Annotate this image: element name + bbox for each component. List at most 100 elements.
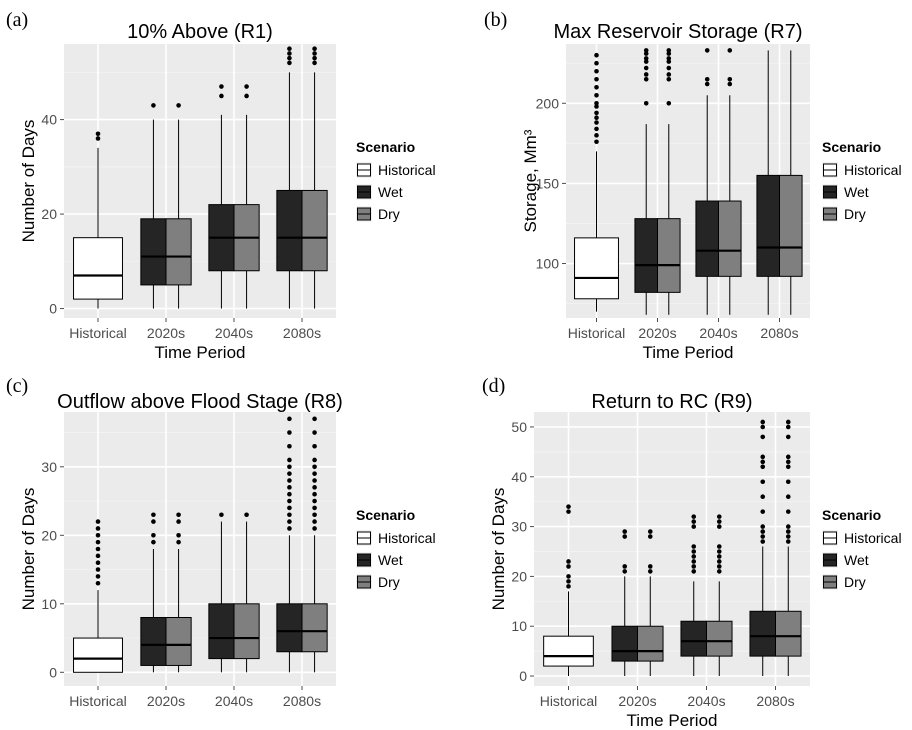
outlier-point [760,479,766,485]
outlier-point [95,539,101,545]
x-tick-label: 2020s [618,693,656,709]
box-2040s-Dry [718,48,742,315]
outlier-point [622,569,628,574]
outlier-point [95,131,101,137]
legend-label: Dry [378,574,400,590]
outlier-point [760,494,766,499]
box-2080s-Dry [301,46,328,309]
outlier-point [287,498,292,504]
outlier-point [566,574,571,579]
outlier-point [704,48,710,53]
outlier-point [594,76,599,82]
outlier-point [151,539,156,545]
outlier-point [566,509,571,514]
outlier-point [760,419,766,425]
outlier-point [95,560,101,565]
outlier-point [287,512,292,518]
y-axis-title: Number of Days [19,488,38,611]
chart-title: 10% Above (R1) [127,21,273,43]
legend-title: Scenario [356,139,415,155]
outlier-point [287,519,292,524]
legend-label: Historical [378,162,436,178]
outlier-point [312,478,317,483]
box-2040s-Dry [233,84,260,309]
box-2020s-Wet [611,529,638,677]
outlier-point [219,512,224,518]
y-tick-label: 50 [511,419,527,435]
outlier-point [176,519,181,524]
box-2080s-Dry [775,419,802,677]
box-2040s-Dry [706,514,733,677]
outlier-point [95,136,101,141]
box-iqr [695,200,719,277]
y-tick-label: 20 [511,568,527,584]
box-iqr [301,603,328,653]
y-tick-label: 0 [49,301,57,317]
x-axis-title: Time Period [154,343,245,362]
chart-title: Outflow above Flood Stage (R8) [57,391,343,413]
y-axis-title: Number of Days [19,120,38,243]
box-Historical-Historical [574,52,619,312]
outlier-point [666,59,672,64]
outlier-point [594,139,599,145]
legend-label: Historical [844,162,902,178]
outlier-point [287,491,292,497]
box-iqr [634,218,658,293]
outlier-point [691,524,697,529]
outlier-point [312,505,317,511]
outlier-point [647,529,653,534]
x-axis-title: Time Period [642,343,733,362]
box-2020s-Dry [657,48,681,315]
outlier-point [176,512,181,518]
outlier-point [691,514,697,519]
outlier-point [760,534,766,539]
outlier-point [244,512,249,518]
box-2040s-Wet [680,514,707,677]
outlier-point [785,424,791,430]
outlier-point [691,554,697,559]
outlier-point [691,569,697,574]
outlier-point [666,100,672,106]
outlier-point [647,534,653,539]
outlier-point [594,68,599,74]
x-tick-label: 2080s [756,693,794,709]
legend-label: Dry [844,206,866,222]
x-tick-label: 2020s [147,693,185,709]
outlier-point [594,100,599,106]
outlier-point [244,93,249,99]
outlier-point [566,579,571,584]
y-tick-label: 10 [511,618,527,634]
box-iqr [637,625,664,662]
outlier-point [312,526,317,531]
outlier-point [219,93,224,99]
outlier-point [594,110,599,116]
outlier-point [716,519,722,524]
box-2020s-Dry [637,529,664,677]
panel-letter: (d) [482,375,505,397]
outlier-point [151,533,156,538]
outlier-point [760,424,766,430]
outlier-point [760,434,766,440]
box-2080s-Wet [276,46,303,309]
outlier-point [219,84,224,89]
outlier-point [95,526,101,531]
outlier-point [716,544,722,549]
box-iqr [756,174,780,277]
box-2020s-Dry [165,103,192,309]
x-tick-label: 2020s [638,325,676,341]
outlier-point [287,55,292,61]
outlier-point [760,539,766,544]
outlier-point [287,464,292,470]
outlier-point [785,479,791,485]
outlier-point [287,478,292,483]
box-2080s-Dry [301,416,328,673]
outlier-point [287,443,292,449]
outlier-point [785,464,791,470]
y-tick-label: 40 [41,112,57,128]
outlier-point [691,519,697,524]
box-iqr [718,200,742,277]
outlier-point [716,559,722,564]
outlier-point [760,459,766,465]
outlier-point [594,92,599,98]
outlier-point [151,512,156,518]
